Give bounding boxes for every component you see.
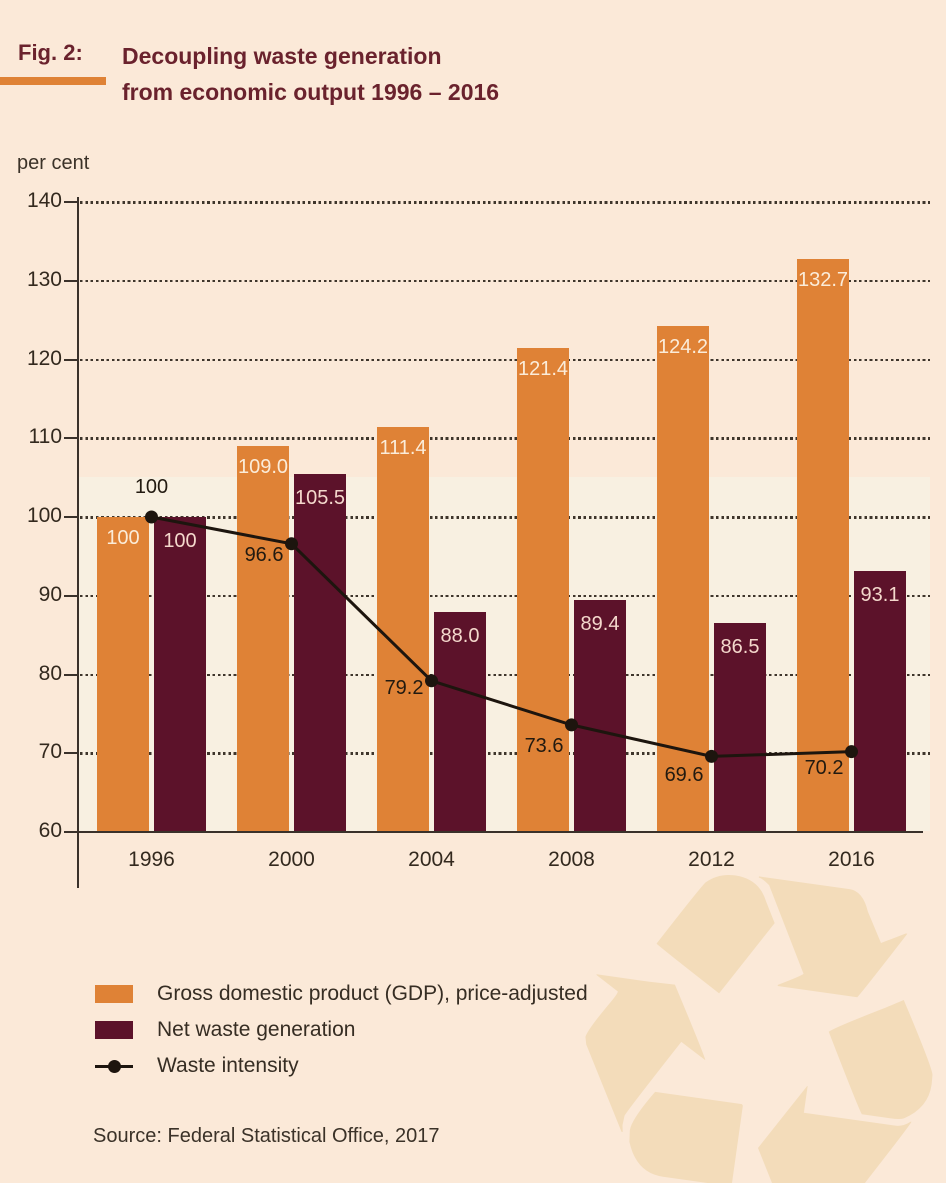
accent-bar bbox=[0, 77, 106, 85]
ytick-label-70: 70 bbox=[38, 740, 62, 764]
ytick-mark-60 bbox=[64, 831, 79, 833]
waste-intensity-label-2008: 73.6 bbox=[524, 734, 564, 757]
gridline-140 bbox=[80, 201, 930, 204]
gdp-bar-2016 bbox=[797, 259, 849, 832]
source-note: Source: Federal Statistical Office, 2017 bbox=[93, 1125, 440, 1147]
y-axis-line bbox=[77, 197, 79, 888]
ytick-mark-80 bbox=[64, 673, 79, 676]
ytick-mark-90 bbox=[64, 594, 79, 597]
ytick-mark-70 bbox=[64, 752, 79, 755]
ytick-label-100: 100 bbox=[26, 504, 62, 527]
figure-title-line2: from economic output 1996 – 2016 bbox=[122, 79, 500, 105]
xtick-label-2000: 2000 bbox=[268, 848, 315, 871]
legend-item-intensity: Waste intensity bbox=[95, 1054, 588, 1078]
gdp-bar-2004 bbox=[377, 427, 429, 832]
y-axis-unit-label: per cent bbox=[17, 152, 90, 174]
intensity-line-swatch-icon bbox=[95, 1057, 133, 1075]
legend-item-gdp: Gross domestic product (GDP), price-adju… bbox=[95, 982, 588, 1006]
ytick-mark-120 bbox=[64, 358, 79, 361]
ytick-label-60: 60 bbox=[38, 819, 62, 842]
xtick-label-1996: 1996 bbox=[128, 848, 175, 871]
legend: Gross domestic product (GDP), price-adju… bbox=[95, 982, 588, 1078]
legend-item-waste: Net waste generation bbox=[95, 1018, 588, 1042]
waste-bar-2000 bbox=[294, 473, 346, 832]
figure-title-line1: Decoupling waste generation bbox=[122, 43, 442, 69]
waste-bar-1996 bbox=[154, 517, 206, 832]
waste-intensity-label-2000: 96.6 bbox=[244, 543, 284, 566]
ytick-label-120: 120 bbox=[26, 346, 62, 370]
xtick-label-2016: 2016 bbox=[828, 848, 875, 871]
waste-bar-label-2012: 86.5 bbox=[720, 636, 760, 659]
ytick-label-110: 110 bbox=[28, 425, 62, 449]
figure-title: Decoupling waste generation from economi… bbox=[122, 38, 499, 110]
waste-bar-label-2004: 88.0 bbox=[440, 624, 480, 647]
x-axis-line bbox=[64, 831, 923, 833]
intensity-line-dot bbox=[108, 1060, 121, 1073]
legend-label-gdp: Gross domestic product (GDP), price-adju… bbox=[157, 982, 588, 1005]
gridline-130 bbox=[80, 279, 930, 283]
gdp-bar-label-2008: 121.4 bbox=[517, 358, 569, 381]
waste-bar-label-2016: 93.1 bbox=[860, 584, 900, 607]
waste-bar-label-2000: 105.5 bbox=[294, 486, 346, 509]
waste-intensity-label-1996: 100 bbox=[134, 476, 169, 498]
gridline-110 bbox=[80, 437, 930, 440]
gdp-bar-1996 bbox=[97, 517, 149, 832]
gdp-bar-2000 bbox=[237, 446, 289, 832]
gdp-bar-label-2012: 124.2 bbox=[657, 336, 709, 359]
gdp-bar-label-2016: 132.7 bbox=[797, 269, 849, 292]
xtick-label-2008: 2008 bbox=[548, 848, 595, 871]
gdp-bar-label-2000: 109.0 bbox=[237, 456, 289, 479]
gdp-bar-label-2004: 111.4 bbox=[379, 437, 427, 460]
waste-intensity-label-2004: 79.2 bbox=[384, 676, 424, 699]
ytick-label-80: 80 bbox=[38, 661, 62, 685]
ytick-mark-110 bbox=[64, 437, 79, 440]
ytick-mark-130 bbox=[64, 279, 79, 282]
ytick-label-140: 140 bbox=[26, 189, 62, 212]
gdp-bar-2012 bbox=[657, 326, 709, 832]
xtick-label-2012: 2012 bbox=[688, 848, 735, 871]
figure-label: Fig. 2: bbox=[18, 40, 83, 65]
waste-swatch-icon bbox=[95, 1021, 133, 1039]
ytick-mark-140 bbox=[64, 201, 79, 203]
waste-intensity-label-2012: 69.6 bbox=[664, 764, 704, 787]
waste-intensity-label-2016: 70.2 bbox=[804, 756, 844, 779]
ytick-label-90: 90 bbox=[38, 582, 62, 606]
gridline-120 bbox=[80, 358, 930, 362]
gdp-swatch-icon bbox=[95, 985, 133, 1003]
waste-bar-label-2008: 89.4 bbox=[580, 613, 620, 636]
legend-label-intensity: Waste intensity bbox=[157, 1054, 299, 1077]
legend-label-waste: Net waste generation bbox=[157, 1018, 356, 1041]
ytick-mark-100 bbox=[64, 516, 79, 518]
gdp-bar-label-1996: 100 bbox=[106, 527, 140, 549]
waste-bar-2016 bbox=[854, 571, 906, 832]
xtick-label-2004: 2004 bbox=[408, 848, 455, 871]
ytick-label-130: 130 bbox=[26, 267, 62, 291]
gdp-bar-2008 bbox=[517, 348, 569, 832]
